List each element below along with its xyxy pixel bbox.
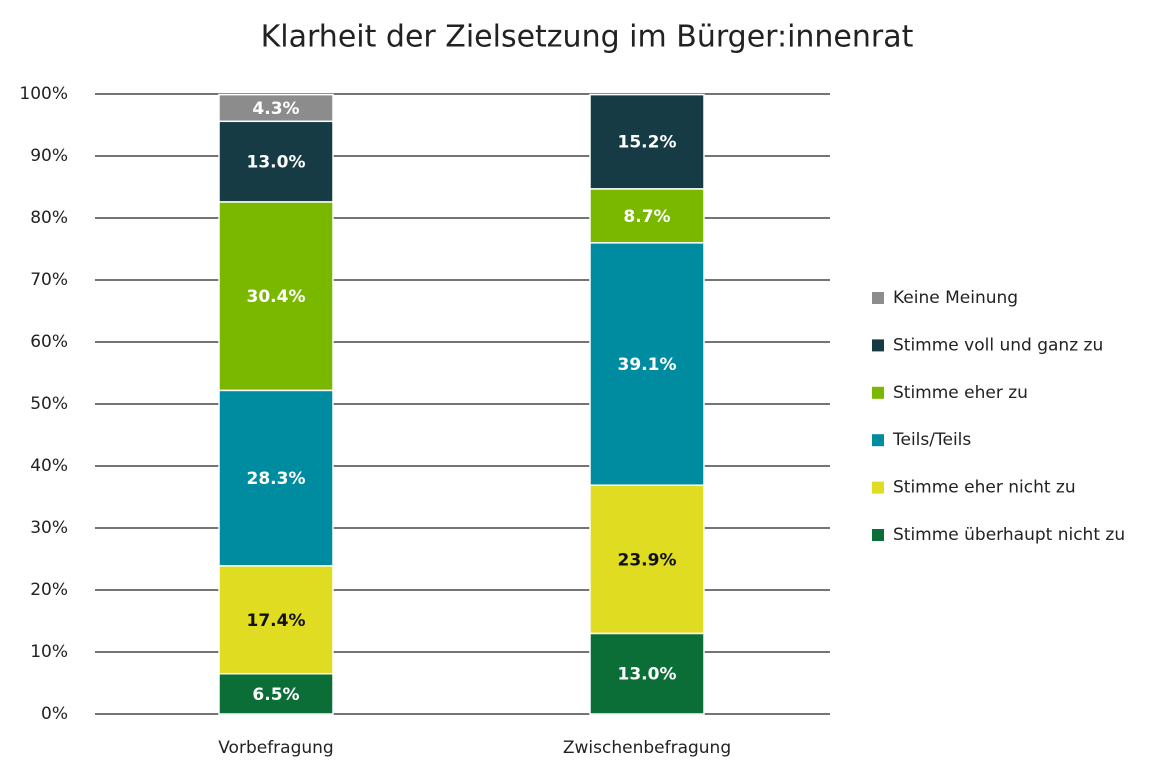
- y-tick-label: 100%: [19, 84, 68, 104]
- y-tick-label: 70%: [30, 270, 68, 290]
- y-tick-label: 60%: [30, 332, 68, 352]
- value-label: 23.9%: [618, 550, 677, 570]
- y-tick-label: 10%: [30, 642, 68, 662]
- legend-swatch: [872, 386, 884, 399]
- value-label: 39.1%: [618, 355, 677, 375]
- x-tick-label: Vorbefragung: [218, 738, 333, 758]
- bar-segment: [218, 389, 334, 567]
- legend-swatch: [872, 529, 884, 541]
- bar-segment: [218, 93, 334, 123]
- x-tick-label: Zwischenbefragung: [563, 738, 731, 758]
- legend-label: Teils/Teils: [892, 430, 971, 450]
- bar-segment: [218, 672, 334, 715]
- bar-segment: [589, 188, 705, 244]
- value-label: 15.2%: [618, 133, 677, 153]
- value-label: 8.7%: [623, 207, 670, 227]
- y-tick-label: 30%: [30, 518, 68, 538]
- legend-label: Stimme eher nicht zu: [893, 478, 1076, 498]
- legend-swatch: [872, 434, 884, 447]
- bar-segment: [218, 120, 334, 203]
- legend-label: Stimme überhaupt nicht zu: [893, 525, 1125, 545]
- bar-segment: [589, 242, 705, 486]
- value-label: 17.4%: [247, 611, 306, 631]
- legend-swatch: [872, 339, 884, 352]
- value-label: 13.0%: [247, 153, 306, 173]
- y-tick-label: 80%: [30, 208, 68, 228]
- y-tick-label: 0%: [41, 704, 68, 724]
- value-label: 28.3%: [247, 469, 306, 489]
- legend-label: Keine Meinung: [893, 288, 1018, 308]
- y-tick-label: 50%: [30, 394, 68, 414]
- legend-swatch: [872, 481, 884, 494]
- y-tick-label: 20%: [30, 580, 68, 600]
- bar-segment: [218, 565, 334, 675]
- value-label: 4.3%: [252, 99, 299, 119]
- value-label: 6.5%: [252, 685, 299, 705]
- chart-title: Klarheit der Zielsetzung im Bürger:innen…: [261, 20, 914, 55]
- bar-segment: [218, 201, 334, 392]
- y-tick-label: 90%: [30, 146, 68, 166]
- bar-segment: [589, 93, 705, 190]
- legend-label: Stimme voll und ganz zu: [893, 335, 1103, 355]
- bar-segment: [589, 484, 705, 635]
- y-tick-label: 40%: [30, 456, 68, 476]
- value-label: 13.0%: [618, 665, 677, 685]
- legend-label: Stimme eher zu: [893, 383, 1028, 403]
- legend-swatch: [872, 292, 884, 304]
- value-label: 30.4%: [247, 287, 306, 307]
